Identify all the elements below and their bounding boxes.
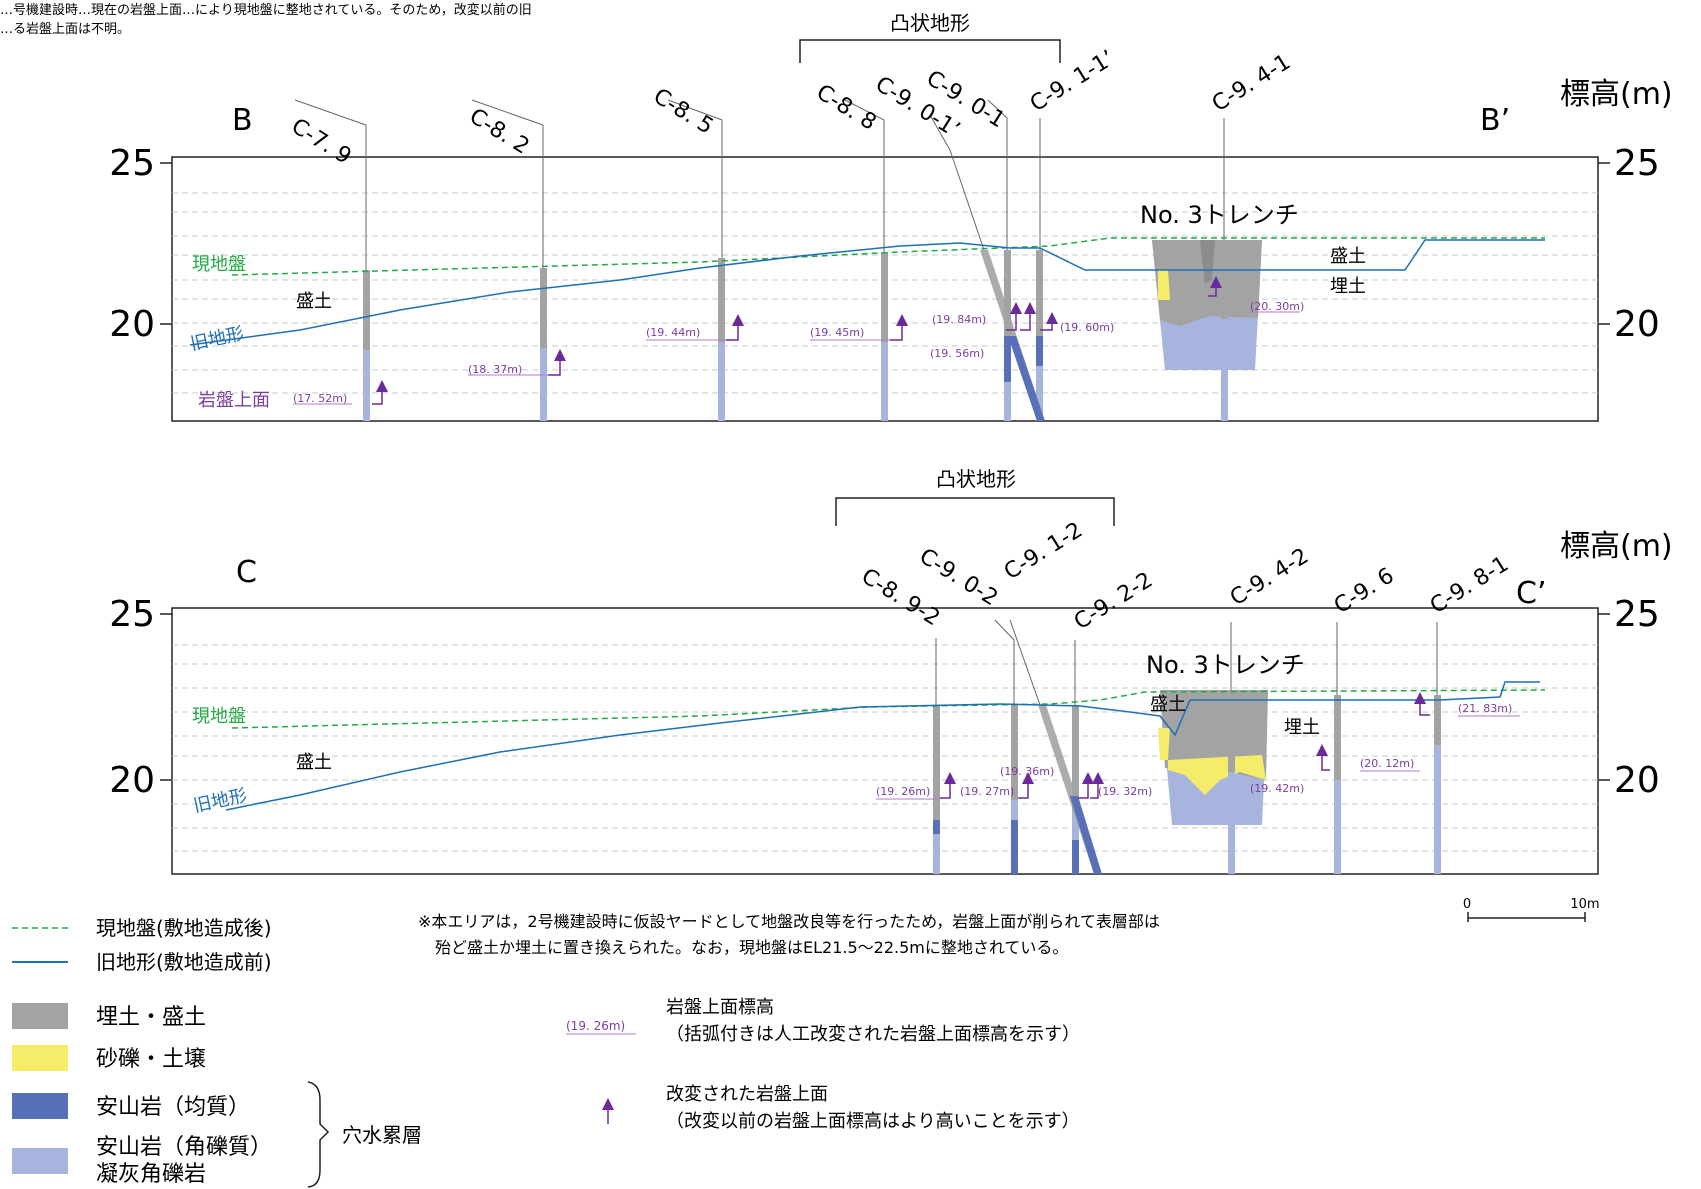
scale-zero: 0 [1463, 897, 1471, 912]
section-c-frame [171, 607, 1599, 875]
section-c-borehole-label-3: C-9. 1-2 [1000, 518, 1087, 585]
section-b-end-right: B’ [1480, 103, 1510, 138]
legend-arrow-title: 改変された岩盤上面 [666, 1084, 828, 1105]
section-c-old-terrain-line [225, 681, 1540, 811]
section-c: 凸状地形 25 20 25 20 標高(m) C C’ No. 3トレンチ [109, 467, 1673, 875]
legend-elev-title: 岩盤上面標高 [666, 997, 774, 1018]
section-c-tick-25-right: 25 [1614, 594, 1660, 635]
section-b-label-old-terrain: 旧地形 [189, 323, 246, 355]
section-c-elev-5: (19. 42m) [1250, 782, 1304, 795]
section-b-elev-2: (18. 37m) [468, 363, 522, 376]
section-b-borehole-label-3: C-8. 5 [649, 84, 718, 140]
legend-arrow-desc: （改変以前の岩盤上面標高はより高いことを示す） [666, 1111, 1080, 1132]
section-b-borehole-label-7: C-9. 1-1’ [1026, 46, 1119, 117]
section-b-tick-20-left: 20 [109, 304, 155, 345]
section-b-elev-5: (19. 84m) [932, 313, 986, 326]
section-c-label-fill-1: 盛土 [296, 752, 332, 773]
section-c-tick-25-left: 25 [109, 594, 155, 635]
legend-breccia-swatch [12, 1148, 68, 1174]
section-b-convex-title: 凸状地形 [890, 11, 970, 35]
section-b-tick-20-right: 20 [1614, 304, 1660, 345]
legend-gravel-swatch [12, 1045, 68, 1071]
section-c-current-ground-line [231, 689, 1546, 729]
legend-gravel-label: 砂礫・土壌 [96, 1047, 206, 1072]
note-line-2: 殆ど盛土か埋土に置き換えられた。なお，現地盤はEL21.5～22.5mに整地され… [435, 938, 1068, 957]
section-b-elev-8: (20. 30m) [1250, 300, 1304, 313]
legend-old-terrain-label: 旧地形(敷地造成前) [96, 950, 272, 974]
section-b-trench-label: No. 3トレンチ [1140, 201, 1299, 229]
legend-sample-elev: (19. 26m) [566, 1019, 625, 1033]
section-c-convex-title: 凸状地形 [936, 467, 1016, 491]
scale-ten: 10m [1570, 897, 1599, 912]
section-c-elev-7: (21. 83m) [1458, 702, 1512, 715]
legend-fill-swatch [12, 1003, 68, 1029]
section-c-elev-3: (19. 36m) [1000, 765, 1054, 778]
section-b-label-rock-top: 岩盤上面 [198, 390, 270, 411]
note-line-1: ※本エリアは，2号機建設時に仮設ヤードとして地盤改良等を行ったため，岩盤上面が削… [418, 912, 1160, 931]
section-b-elev-6: (19. 56m) [930, 347, 984, 360]
section-c-grid [172, 644, 1598, 852]
section-c-label-current-ground: 現地盤 [192, 706, 246, 727]
section-c-borehole-label-4: C-9. 2-2 [1070, 568, 1157, 635]
legend-current-ground-label: 現地盤(敷地造成後) [96, 916, 272, 940]
section-c-borehole-label-7: C-9. 8-1 [1426, 552, 1513, 619]
legend-tuff-label: 凝灰角礫岩 [96, 1162, 206, 1187]
top-note-line-1: …号機建設時…現在の岩盤上面…により現地盤に整地されている。そのため，改変以前の… [0, 2, 532, 18]
section-b-borehole-label-8: C-9. 4-1 [1208, 50, 1295, 117]
scale-bar [1467, 912, 1586, 922]
section-c-boreholes [933, 690, 1441, 874]
top-note-line-2: …る岩盤上面は不明。 [0, 22, 130, 37]
section-b-end-left: B [232, 103, 253, 138]
section-c-tick-20-right: 20 [1614, 760, 1660, 801]
section-b-label-current-ground: 現地盤 [192, 254, 246, 275]
section-b-label-fill-2: 盛土 [1330, 246, 1366, 267]
section-c-convex-bracket [835, 497, 1115, 526]
section-b-modified-rock-arrows [372, 276, 1222, 405]
section-b: 凸状地形 25 20 25 20 標高(m) B B’ No. 3トレンチ [109, 11, 1673, 422]
section-c-modified-rock-arrows [940, 692, 1430, 799]
section-b-convex-bracket [799, 39, 1061, 63]
section-b-borehole-label-2: C-8. 2 [465, 104, 534, 160]
section-c-tick-20-left: 20 [109, 760, 155, 801]
section-b-elev-3: (19. 44m) [646, 326, 700, 339]
legend-group-brace [307, 1081, 330, 1188]
legend-elev-desc: （括弧付きは人工改変された岩盤上面標高を示す） [666, 1024, 1080, 1045]
section-c-label-fill-2: 盛土 [1150, 694, 1186, 715]
legend: 現地盤(敷地造成後) 旧地形(敷地造成前) 埋土・盛土 砂礫・土壌 安山岩（均質… [12, 897, 1600, 1188]
section-b-old-terrain-line [189, 239, 1545, 346]
section-c-label-backfill: 埋土 [1284, 717, 1320, 738]
section-b-tick-25-left: 25 [109, 143, 155, 184]
section-b-elev-1: (17. 52m) [293, 392, 347, 405]
legend-breccia-label: 安山岩（角礫質） [96, 1135, 272, 1160]
section-c-end-left: C [236, 555, 257, 590]
section-c-trench: No. 3トレンチ [1146, 651, 1305, 825]
section-c-borehole-label-6: C-9. 6 [1330, 563, 1399, 619]
legend-fill-label: 埋土・盛土 [96, 1005, 206, 1030]
legend-andesite-swatch [12, 1093, 68, 1119]
legend-andesite-label: 安山岩（均質） [96, 1095, 250, 1120]
section-b-borehole-label-1: C-7. 9 [287, 114, 356, 170]
legend-group-label: 穴水累層 [342, 1123, 422, 1147]
section-b-borehole-label-4: C-8. 8 [812, 80, 881, 136]
section-c-axis-title: 標高(m) [1560, 529, 1673, 564]
section-b-elev-7: (19. 60m) [1060, 321, 1114, 334]
section-c-borehole-label-5: C-9. 4-2 [1226, 544, 1313, 611]
section-b-label-fill-1: 盛土 [296, 291, 332, 312]
section-c-elev-2: (19. 27m) [960, 785, 1014, 798]
section-c-elev-1: (19. 26m) [876, 785, 930, 798]
section-c-elev-4: (19. 32m) [1098, 785, 1152, 798]
section-b-axis-title: 標高(m) [1560, 77, 1673, 112]
section-b-trench: No. 3トレンチ [1140, 201, 1299, 370]
section-c-label-old-terrain: 旧地形 [192, 785, 249, 817]
section-c-elev-6: (20. 12m) [1360, 757, 1414, 770]
section-b-tick-25-right: 25 [1614, 143, 1660, 184]
section-c-end-right: C’ [1516, 576, 1546, 611]
section-b-boreholes [363, 240, 1228, 421]
section-b-elev-4: (19. 45m) [810, 326, 864, 339]
section-b-label-backfill: 埋土 [1330, 276, 1366, 297]
section-c-trench-label: No. 3トレンチ [1146, 651, 1305, 679]
